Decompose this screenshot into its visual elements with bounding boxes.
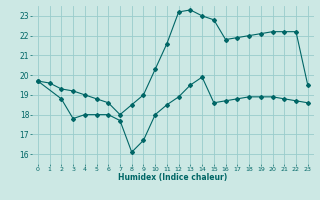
X-axis label: Humidex (Indice chaleur): Humidex (Indice chaleur): [118, 173, 228, 182]
